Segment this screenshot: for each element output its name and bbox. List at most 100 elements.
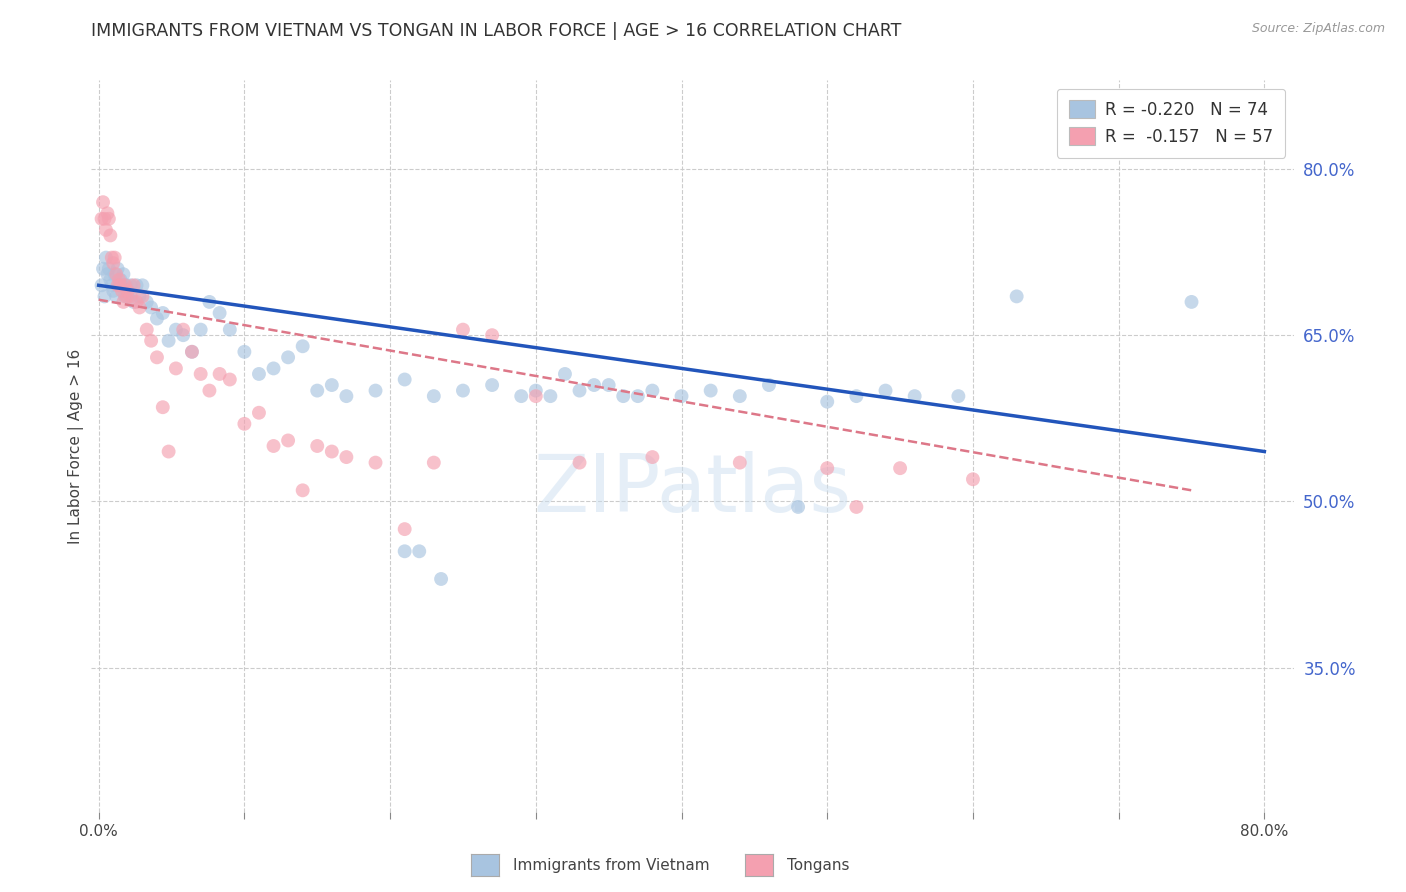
Point (641, 450, 664, 464)
Point (307, 384, 329, 398)
Point (263, 361, 285, 376)
Point (152, 306, 174, 320)
Point (247, 367, 270, 381)
Point (93, 289, 115, 303)
Point (122, 278, 145, 293)
Point (233, 344, 256, 359)
Point (787, 500, 810, 514)
Point (128, 289, 150, 303)
Point (598, 378, 620, 392)
Point (218, 372, 240, 386)
Point (394, 522, 416, 536)
Point (728, 456, 751, 470)
Point (904, 389, 927, 403)
Point (277, 434, 299, 448)
Point (125, 294, 148, 309)
Point (364, 456, 387, 470)
Point (103, 284, 125, 298)
Point (423, 456, 446, 470)
Point (962, 472, 984, 486)
Point (554, 367, 576, 381)
Point (107, 278, 129, 293)
Point (627, 389, 650, 403)
Point (112, 294, 135, 309)
Point (112, 267, 135, 281)
Point (451, 384, 474, 398)
Y-axis label: In Labor Force | Age > 16: In Labor Force | Age > 16 (69, 349, 84, 543)
Point (247, 406, 270, 420)
Text: Immigrants from Vietnam: Immigrants from Vietnam (513, 858, 710, 872)
Point (96, 206, 118, 220)
Point (131, 278, 153, 293)
Point (612, 389, 634, 403)
Point (157, 444, 180, 458)
Point (108, 278, 131, 293)
Text: IMMIGRANTS FROM VIETNAM VS TONGAN IN LABOR FORCE | AGE > 16 CORRELATION CHART: IMMIGRANTS FROM VIETNAM VS TONGAN IN LAB… (91, 22, 901, 40)
Point (139, 301, 162, 315)
Point (641, 384, 664, 398)
Point (430, 572, 453, 586)
Point (157, 334, 180, 348)
Point (815, 394, 838, 409)
Point (90, 278, 112, 293)
Point (105, 289, 128, 303)
Point (146, 351, 169, 365)
Point (451, 323, 474, 337)
Point (394, 372, 416, 386)
Point (758, 378, 780, 392)
Point (510, 389, 533, 403)
Point (263, 439, 285, 453)
Point (122, 294, 145, 309)
Point (104, 251, 127, 265)
Point (889, 461, 911, 475)
Point (172, 323, 194, 337)
Point (117, 289, 139, 303)
Point (208, 306, 231, 320)
Point (139, 334, 162, 348)
Point (114, 278, 136, 293)
Point (120, 278, 142, 293)
Point (181, 344, 204, 359)
Point (307, 439, 329, 453)
Point (423, 389, 446, 403)
Point (97, 211, 120, 226)
Point (321, 378, 343, 392)
Point (671, 389, 693, 403)
Point (94, 251, 117, 265)
Point (948, 389, 970, 403)
Point (115, 278, 138, 293)
Point (208, 367, 231, 381)
Point (190, 367, 212, 381)
Point (198, 384, 221, 398)
Point (152, 401, 174, 415)
Point (291, 339, 314, 353)
Point (394, 544, 416, 558)
Point (128, 301, 150, 315)
Point (233, 417, 256, 431)
Point (481, 328, 503, 343)
Point (135, 323, 157, 337)
Point (335, 389, 357, 403)
Point (125, 278, 148, 293)
Point (146, 311, 169, 326)
Point (1005, 289, 1028, 303)
Point (98, 228, 121, 243)
Point (321, 444, 343, 458)
Point (101, 278, 124, 293)
Point (108, 273, 131, 287)
Point (98, 273, 121, 287)
Point (524, 389, 547, 403)
Point (408, 544, 430, 558)
Point (101, 251, 124, 265)
Point (114, 289, 136, 303)
Point (90, 211, 112, 226)
Point (875, 384, 897, 398)
Point (91, 195, 114, 210)
Point (181, 344, 204, 359)
Point (568, 384, 591, 398)
Text: Tongans: Tongans (787, 858, 849, 872)
Point (218, 323, 240, 337)
Point (815, 461, 838, 475)
Point (107, 261, 129, 276)
Point (111, 278, 134, 293)
